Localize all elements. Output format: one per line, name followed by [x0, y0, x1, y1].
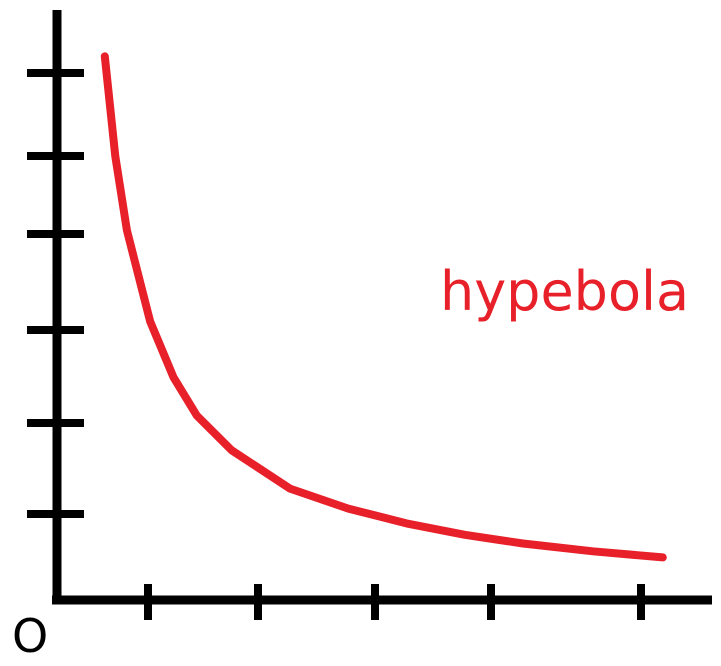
hyperbola-curve [100, 52, 667, 562]
series-label: hypebola [440, 260, 689, 323]
origin-label: O [12, 609, 48, 663]
